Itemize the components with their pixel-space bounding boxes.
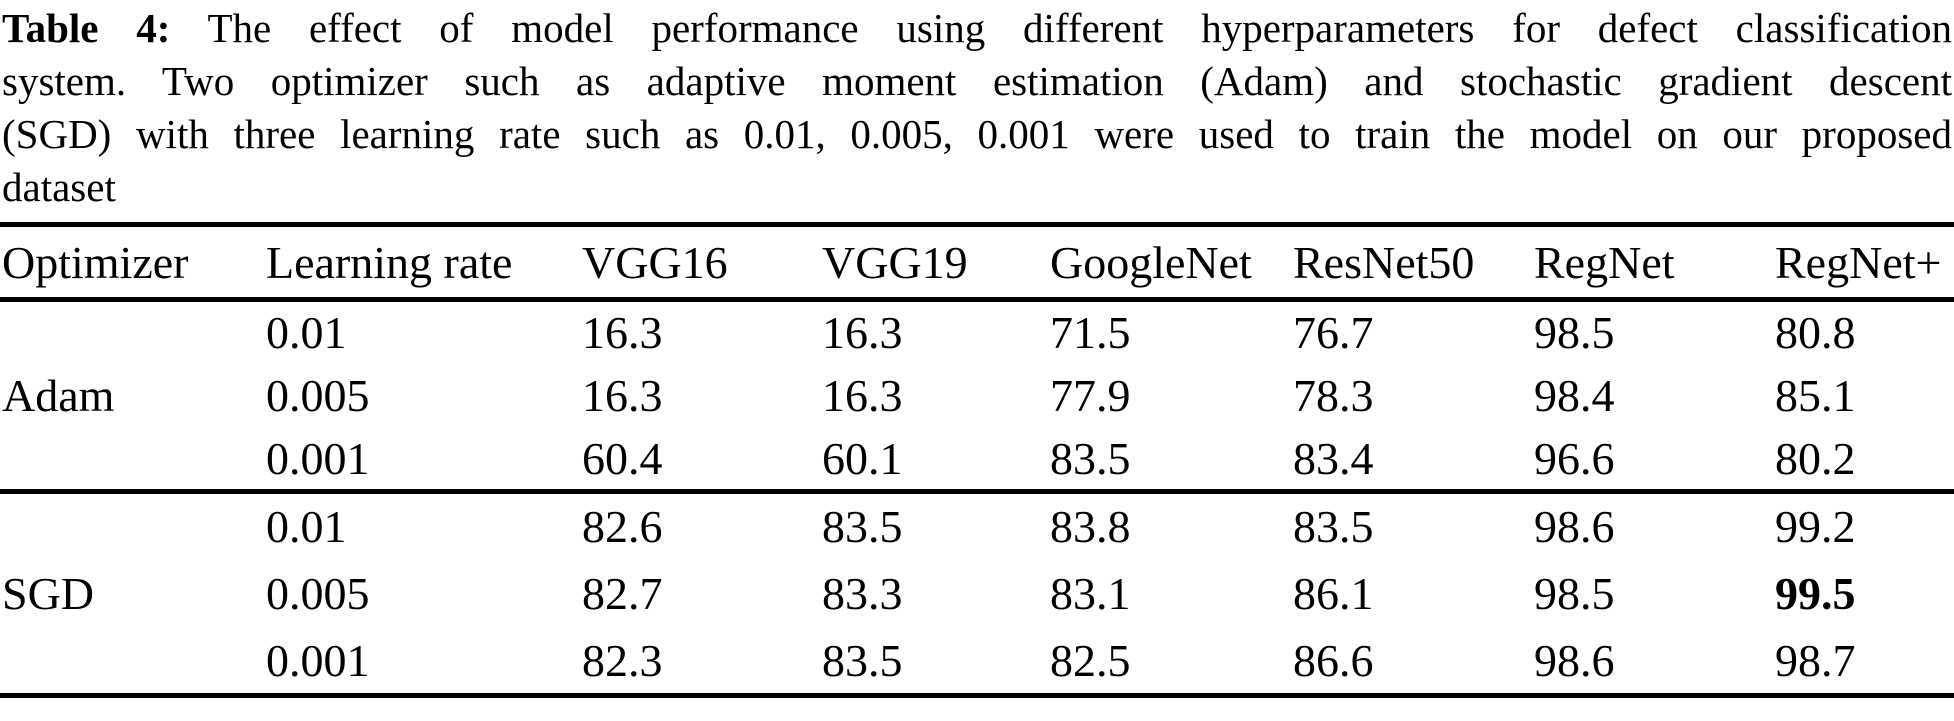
learning-rate-cell: 0.005 xyxy=(266,370,370,421)
value-cell: 76.7 xyxy=(1293,307,1374,359)
value-cell: 98.5 xyxy=(1534,568,1615,619)
value-cell: 82.7 xyxy=(582,568,663,619)
value-cell: 71.5 xyxy=(1050,307,1131,359)
table-row: 0.005 82.7 83.3 83.1 86.1 98.5 99.5 xyxy=(0,560,1954,628)
table-header: Optimizer Learning rate VGG16 VGG19 Goog… xyxy=(0,224,1954,300)
optimizer-label-sgd: SGD xyxy=(2,568,95,619)
col-header-optimizer: Optimizer xyxy=(2,236,189,288)
value-cell: 77.9 xyxy=(1050,370,1131,421)
value-cell: 16.3 xyxy=(582,370,663,421)
value-cell: 98.6 xyxy=(1534,501,1615,553)
value-cell: 16.3 xyxy=(822,370,903,421)
sgd-group: SGD 0.01 82.6 83.5 83.8 83.5 98.6 99.2 0… xyxy=(0,492,1954,696)
table-row: 0.005 16.3 16.3 77.9 78.3 98.4 85.1 xyxy=(0,364,1954,428)
value-cell: 83.1 xyxy=(1050,568,1131,619)
table-row: Adam 0.01 16.3 16.3 71.5 76.7 98.5 80.8 xyxy=(0,300,1954,421)
value-cell: 82.6 xyxy=(582,501,663,553)
table-row: SGD 0.01 82.6 83.5 83.8 83.5 98.6 99.2 xyxy=(0,492,1954,619)
optimizer-label-adam: Adam xyxy=(2,370,115,421)
value-cell: 16.3 xyxy=(822,307,903,359)
value-cell: 80.8 xyxy=(1775,307,1856,359)
adam-group: Adam 0.01 16.3 16.3 71.5 76.7 98.5 80.8 … xyxy=(0,300,1954,492)
value-cell: 80.2 xyxy=(1775,432,1856,484)
learning-rate-cell: 0.005 xyxy=(266,568,370,619)
table-caption: Table 4: The effect of model performance… xyxy=(2,2,1952,214)
caption-line-2: system. Two optimizer such as adaptive m… xyxy=(2,58,1952,104)
value-cell: 98.4 xyxy=(1534,370,1615,421)
value-cell: 86.6 xyxy=(1293,634,1374,686)
col-header-googlenet: GoogleNet xyxy=(1050,236,1252,288)
value-cell: 83.5 xyxy=(1050,432,1131,484)
value-cell-best: 99.5 xyxy=(1775,568,1856,619)
col-header-vgg19: VGG19 xyxy=(822,236,968,288)
header-row: Optimizer Learning rate VGG16 VGG19 Goog… xyxy=(0,225,1954,300)
learning-rate-cell: 0.001 xyxy=(266,634,370,686)
caption-line-1-text: The effect of model performance using di… xyxy=(207,5,1952,51)
learning-rate-cell: 0.01 xyxy=(266,307,347,359)
value-cell: 83.5 xyxy=(822,634,903,686)
value-cell: 85.1 xyxy=(1775,370,1856,421)
value-cell: 83.5 xyxy=(822,501,903,553)
value-cell: 83.5 xyxy=(1293,501,1374,553)
caption-line-1: Table 4: The effect of model performance… xyxy=(2,2,1952,55)
value-cell: 82.5 xyxy=(1050,634,1131,686)
col-header-resnet50: ResNet50 xyxy=(1293,236,1475,288)
col-header-learning-rate: Learning rate xyxy=(266,236,513,288)
value-cell: 82.3 xyxy=(582,634,663,686)
table-row: 0.001 82.3 83.5 82.5 86.6 98.6 98.7 xyxy=(0,628,1954,696)
learning-rate-cell: 0.001 xyxy=(266,432,370,484)
value-cell: 16.3 xyxy=(582,307,663,359)
value-cell: 83.8 xyxy=(1050,501,1131,553)
col-header-regnet: RegNet xyxy=(1534,236,1675,288)
value-cell: 83.4 xyxy=(1293,432,1374,484)
value-cell: 60.4 xyxy=(582,432,663,484)
col-header-regnet-plus: RegNet+ xyxy=(1775,236,1942,288)
learning-rate-cell: 0.01 xyxy=(266,501,347,553)
value-cell: 96.6 xyxy=(1534,432,1615,484)
table-row: 0.001 60.4 60.1 83.5 83.4 96.6 80.2 xyxy=(0,428,1954,492)
caption-line-4: dataset xyxy=(2,164,116,210)
value-cell: 98.7 xyxy=(1775,634,1856,686)
value-cell: 83.3 xyxy=(822,568,903,619)
value-cell: 99.2 xyxy=(1775,501,1856,553)
value-cell: 78.3 xyxy=(1293,370,1374,421)
col-header-vgg16: VGG16 xyxy=(582,236,728,288)
value-cell: 60.1 xyxy=(822,432,903,484)
results-table: Optimizer Learning rate VGG16 VGG19 Goog… xyxy=(0,222,1954,698)
value-cell: 98.6 xyxy=(1534,634,1615,686)
value-cell: 86.1 xyxy=(1293,568,1374,619)
caption-line-3: (SGD) with three learning rate such as 0… xyxy=(2,111,1952,157)
caption-label: Table 4: xyxy=(2,5,171,51)
value-cell: 98.5 xyxy=(1534,307,1615,359)
